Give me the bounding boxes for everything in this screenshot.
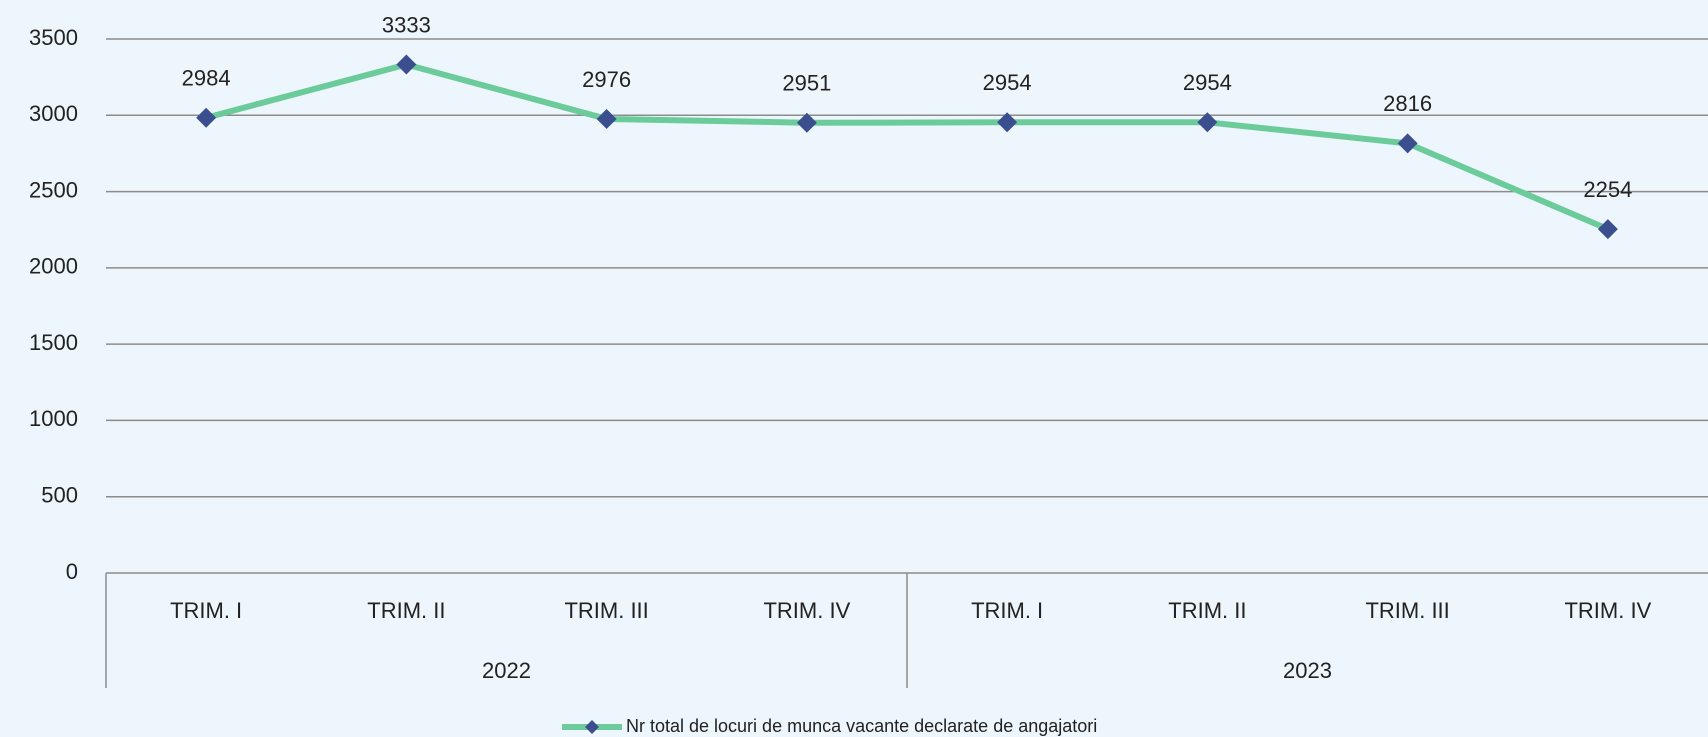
y-tick-label: 3500 bbox=[29, 25, 78, 50]
marker bbox=[1597, 219, 1618, 240]
data-label: 2254 bbox=[1583, 177, 1632, 202]
y-tick-label: 2500 bbox=[29, 177, 78, 202]
marker bbox=[596, 108, 617, 129]
data-label: 2984 bbox=[182, 66, 231, 91]
data-label: 2954 bbox=[983, 70, 1032, 95]
y-tick-label: 1000 bbox=[29, 406, 78, 431]
x-tick-label: TRIM. III bbox=[564, 598, 648, 623]
group-label: 2023 bbox=[1283, 658, 1332, 683]
x-tick-label: TRIM. III bbox=[1365, 598, 1449, 623]
data-label: 2951 bbox=[782, 71, 831, 96]
y-tick-label: 0 bbox=[66, 559, 78, 584]
x-tick-label: TRIM. I bbox=[170, 598, 242, 623]
group-label: 2022 bbox=[482, 658, 531, 683]
legend-text: Nr total de locuri de munca vacante decl… bbox=[626, 716, 1097, 736]
marker bbox=[796, 112, 817, 133]
data-label: 2976 bbox=[582, 67, 631, 92]
marker bbox=[1397, 133, 1418, 154]
data-label: 2816 bbox=[1383, 91, 1432, 116]
series-line bbox=[205, 61, 1610, 232]
y-tick-label: 500 bbox=[41, 483, 78, 508]
marker bbox=[396, 54, 417, 75]
x-tick-label: TRIM. II bbox=[367, 598, 445, 623]
y-tick-label: 2000 bbox=[29, 254, 78, 279]
legend-marker bbox=[585, 720, 599, 734]
y-tick-label: 1500 bbox=[29, 330, 78, 355]
x-tick-label: TRIM. I bbox=[971, 598, 1043, 623]
x-tick-label: TRIM. IV bbox=[1564, 598, 1651, 623]
data-label: 2954 bbox=[1183, 70, 1232, 95]
x-tick-label: TRIM. IV bbox=[763, 598, 850, 623]
marker bbox=[997, 112, 1018, 133]
x-tick-label: TRIM. II bbox=[1168, 598, 1246, 623]
y-tick-label: 3000 bbox=[29, 101, 78, 126]
marker bbox=[196, 107, 217, 128]
marker bbox=[1197, 112, 1218, 133]
data-label: 3333 bbox=[382, 12, 431, 37]
